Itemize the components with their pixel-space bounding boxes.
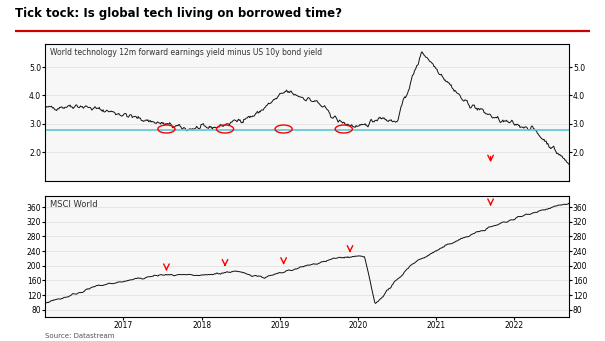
- Text: Tick tock: Is global tech living on borrowed time?: Tick tock: Is global tech living on borr…: [15, 7, 342, 20]
- Text: MSCI World: MSCI World: [50, 200, 97, 209]
- Text: World technology 12m forward earnings yield minus US 10y bond yield: World technology 12m forward earnings yi…: [50, 48, 322, 57]
- Text: Source: Datastream: Source: Datastream: [45, 333, 115, 339]
